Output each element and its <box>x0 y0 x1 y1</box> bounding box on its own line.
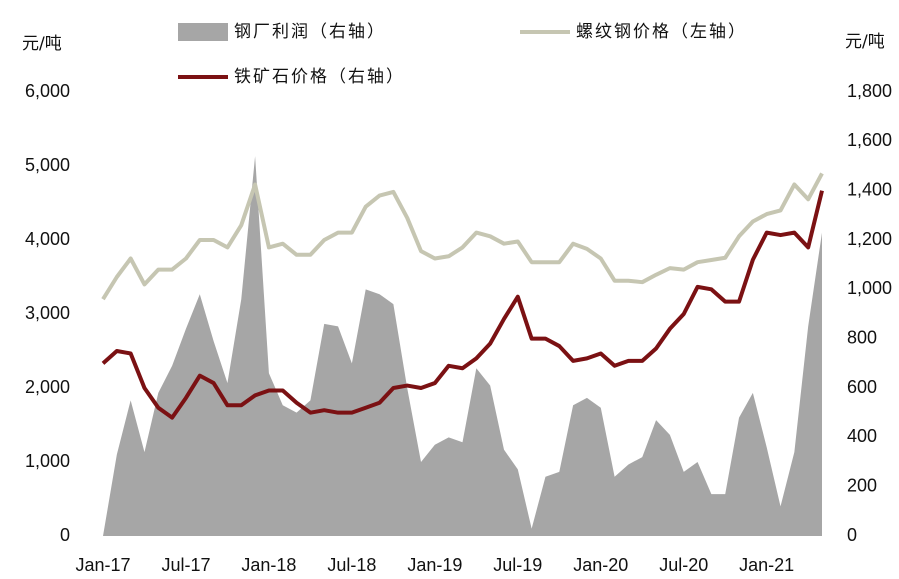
x-tick-label: Jan-17 <box>75 555 130 575</box>
y2-tick-label: 200 <box>847 475 877 495</box>
y-tick-label: 5,000 <box>25 155 70 175</box>
y2-axis-label: 元/吨 <box>845 32 885 52</box>
line <box>101 172 824 301</box>
y-tick-label: 0 <box>60 525 70 545</box>
y2-tick-label: 1,000 <box>847 278 892 298</box>
y2-tick-label: 1,600 <box>847 130 892 150</box>
x-tick-label: Jul-20 <box>659 555 708 575</box>
legend-label: 铁矿石价格（右轴） <box>234 67 405 87</box>
y-tick-label: 1,000 <box>25 451 70 471</box>
y2-tick-label: 400 <box>847 426 877 446</box>
y2-tick-label: 600 <box>847 377 877 397</box>
y-tick-label: 4,000 <box>25 229 70 249</box>
x-tick-label: Jul-19 <box>493 555 542 575</box>
legend-label: 螺纹钢价格（左轴） <box>576 22 747 42</box>
y2-tick-label: 1,200 <box>847 229 892 249</box>
x-tick-label: Jan-20 <box>573 555 628 575</box>
y2-tick-label: 800 <box>847 327 877 347</box>
x-tick-label: Jan-19 <box>407 555 462 575</box>
y-axis-label: 元/吨 <box>22 34 62 54</box>
y-tick-label: 3,000 <box>25 303 70 323</box>
y-tick-label: 6,000 <box>25 81 70 101</box>
x-tick-label: Jul-18 <box>327 555 376 575</box>
x-tick-label: Jul-17 <box>161 555 210 575</box>
line <box>101 190 824 420</box>
y-tick-label: 2,000 <box>25 377 70 397</box>
legend-swatch <box>178 23 228 41</box>
x-tick-label: Jan-18 <box>241 555 296 575</box>
y2-tick-label: 1,400 <box>847 179 892 199</box>
y2-tick-label: 1,800 <box>847 81 892 101</box>
area <box>103 156 822 536</box>
y2-tick-label: 0 <box>847 525 857 545</box>
x-tick-label: Jan-21 <box>739 555 794 575</box>
legend-label: 钢厂利润（右轴） <box>234 22 386 42</box>
